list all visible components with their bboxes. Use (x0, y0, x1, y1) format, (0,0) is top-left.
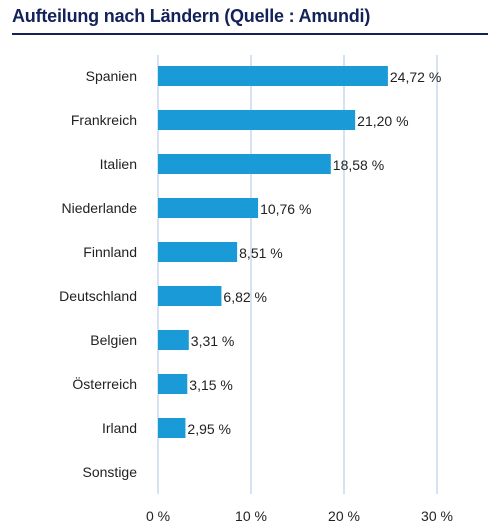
x-tick-label: 10 % (235, 508, 267, 524)
category-label: Deutschland (59, 288, 137, 304)
value-label: 6,82 % (223, 289, 267, 305)
value-label: 3,31 % (191, 333, 235, 349)
category-label: Belgien (90, 332, 137, 348)
bar (158, 110, 356, 130)
bar (158, 374, 188, 394)
bar (158, 66, 388, 86)
category-label: Spanien (86, 68, 137, 84)
chart-title: Aufteilung nach Ländern (Quelle : Amundi… (12, 6, 371, 26)
category-label: Österreich (72, 375, 137, 392)
value-label: 24,72 % (390, 69, 441, 85)
category-label: Frankreich (71, 112, 137, 128)
value-label: 21,20 % (357, 113, 408, 129)
x-tick-label: 20 % (328, 508, 360, 524)
x-tick-label: 0 % (146, 508, 170, 524)
bar (158, 242, 238, 262)
category-label: Irland (102, 420, 137, 436)
value-label: 3,15 % (189, 377, 233, 393)
category-label: Finnland (83, 244, 137, 260)
bar (158, 418, 186, 438)
value-label: 8,51 % (239, 245, 283, 261)
category-label: Niederlande (62, 200, 138, 216)
bar (158, 154, 331, 174)
bar (158, 198, 259, 218)
bar (158, 286, 222, 306)
value-label: 10,76 % (260, 201, 311, 217)
category-label: Sonstige (83, 464, 138, 480)
x-tick-label: 30 % (421, 508, 453, 524)
value-label: 18,58 % (333, 157, 384, 173)
bar (158, 330, 189, 350)
title-underline (12, 33, 488, 35)
category-label: Italien (100, 156, 137, 172)
value-label: 2,95 % (187, 421, 231, 437)
